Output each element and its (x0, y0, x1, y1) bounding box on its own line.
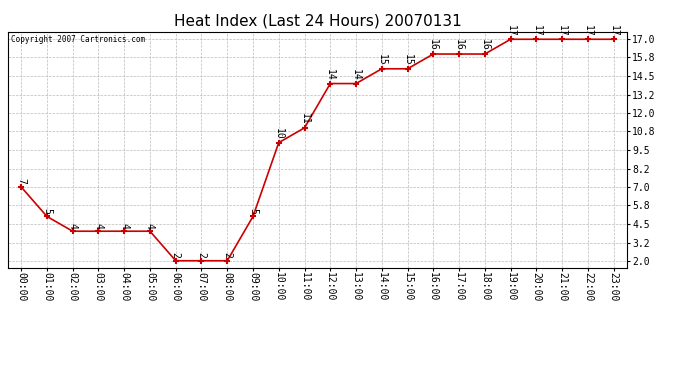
Text: 5: 5 (42, 208, 52, 214)
Text: Copyright 2007 Cartronics.com: Copyright 2007 Cartronics.com (11, 35, 146, 44)
Text: 17: 17 (609, 25, 619, 36)
Text: Heat Index (Last 24 Hours) 20070131: Heat Index (Last 24 Hours) 20070131 (173, 13, 462, 28)
Text: 4: 4 (93, 222, 104, 228)
Text: 16: 16 (428, 39, 438, 51)
Text: 4: 4 (145, 222, 155, 228)
Text: 2: 2 (222, 252, 233, 258)
Text: 17: 17 (531, 25, 542, 36)
Text: 2: 2 (170, 252, 181, 258)
Text: 17: 17 (583, 25, 593, 36)
Text: 10: 10 (274, 128, 284, 140)
Text: 4: 4 (119, 222, 129, 228)
Text: 15: 15 (402, 54, 413, 66)
Text: 5: 5 (248, 208, 258, 214)
Text: 17: 17 (506, 25, 515, 36)
Text: 11: 11 (299, 113, 310, 125)
Text: 14: 14 (325, 69, 335, 81)
Text: 16: 16 (454, 39, 464, 51)
Text: 4: 4 (68, 222, 78, 228)
Text: 17: 17 (557, 25, 567, 36)
Text: 2: 2 (197, 252, 206, 258)
Text: 14: 14 (351, 69, 361, 81)
Text: 15: 15 (377, 54, 387, 66)
Text: 16: 16 (480, 39, 490, 51)
Text: 7: 7 (16, 178, 26, 184)
